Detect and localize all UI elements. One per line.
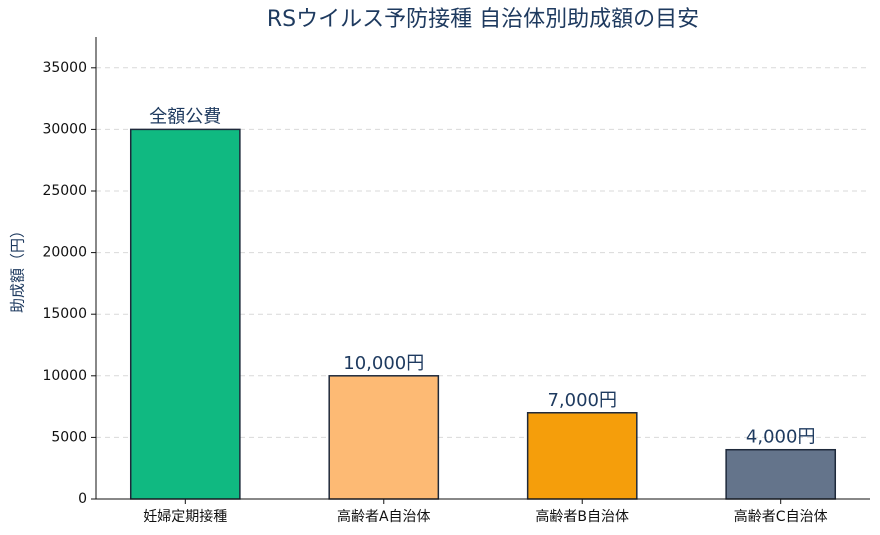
y-axis-label: 助成額（円） — [9, 223, 27, 313]
value-label: 10,000円 — [343, 353, 424, 374]
x-tick-label: 妊婦定期接種 — [143, 508, 227, 525]
y-tick-label: 30000 — [42, 121, 87, 137]
bar — [328, 375, 440, 500]
value-label: 7,000円 — [547, 390, 617, 411]
value-label: 4,000円 — [746, 427, 816, 448]
value-label: 全額公費 — [149, 106, 221, 127]
bar — [725, 448, 837, 500]
x-tick-label: 高齢者B自治体 — [535, 508, 629, 525]
y-tick-label: 20000 — [42, 245, 87, 261]
chart-title: RSウイルス予防接種 自治体別助成額の目安 — [267, 7, 699, 32]
y-tick-label: 35000 — [42, 60, 87, 76]
x-tick-label: 高齢者C自治体 — [734, 508, 828, 525]
y-tick-label: 0 — [78, 491, 87, 507]
y-tick-label: 5000 — [51, 429, 87, 445]
bar — [526, 412, 638, 500]
y-tick-label: 25000 — [42, 183, 87, 199]
y-tick-label: 15000 — [42, 306, 87, 322]
y-tick-label: 10000 — [42, 368, 87, 384]
bar — [129, 128, 241, 500]
x-tick-label: 高齢者A自治体 — [337, 508, 431, 525]
